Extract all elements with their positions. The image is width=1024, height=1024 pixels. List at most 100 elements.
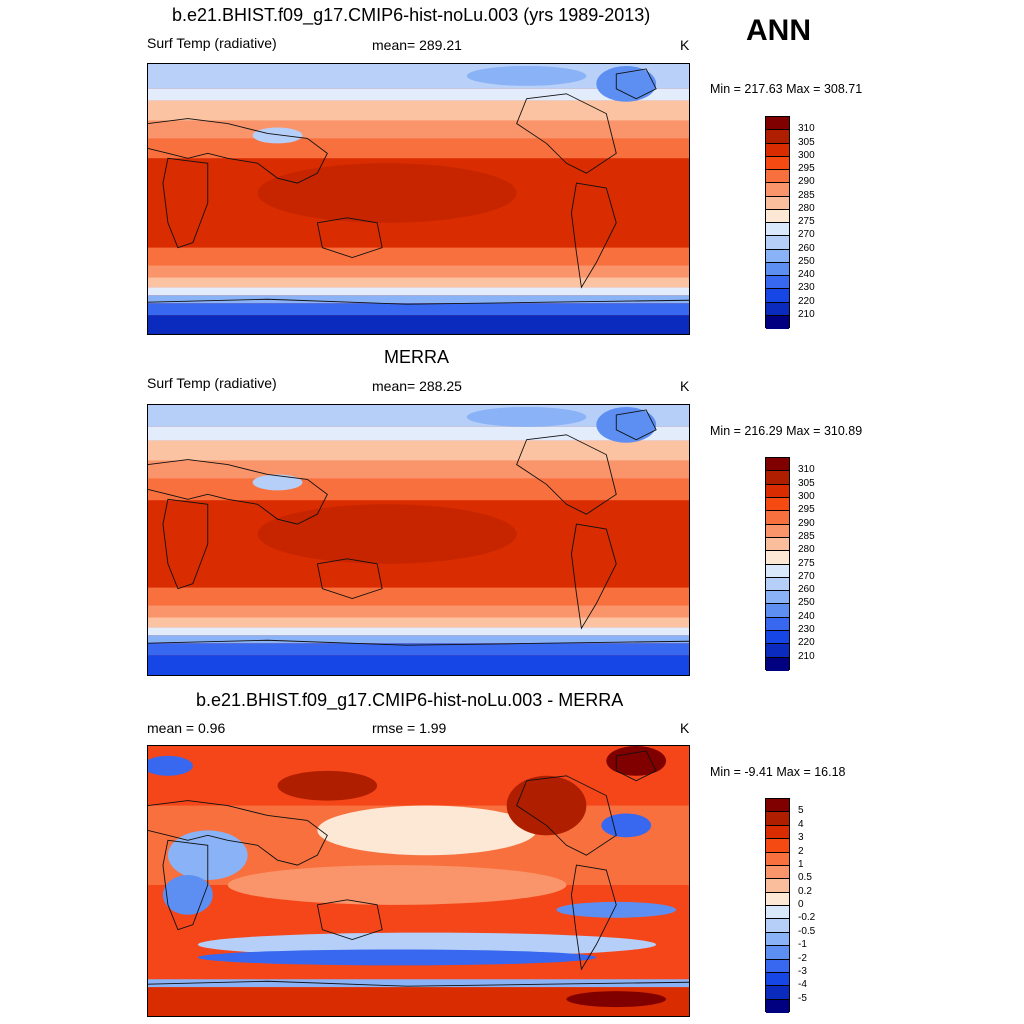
panel-1-swatch-3 — [766, 156, 789, 170]
panel-1-swatch-8 — [766, 223, 789, 237]
panel-1-swatch-14 — [766, 302, 789, 316]
panel-3-colorbar-tick: -2 — [798, 952, 807, 964]
panel-3-rmse-label: rmse = 1.99 — [372, 720, 447, 736]
panel-2-swatch-6 — [766, 537, 789, 552]
panel-1-colorbar-tick: 280 — [798, 202, 815, 214]
panel-1-colorbar-tick: 295 — [798, 163, 815, 174]
panel-3-swatch-2 — [766, 825, 789, 840]
panel-1-title: b.e21.BHIST.f09_g17.CMIP6-hist-noLu.003 … — [172, 5, 651, 25]
panel-3-swatch-10 — [766, 932, 789, 947]
panel-3-swatch-5 — [766, 865, 789, 880]
panel-3-swatch-13 — [766, 972, 789, 987]
panel-2-colorbar-tick: 310 — [798, 464, 815, 476]
panel-3-swatch-7 — [766, 892, 789, 906]
panel-2-swatch-1 — [766, 471, 789, 485]
panel-1-colorbar-tick: 290 — [798, 176, 815, 188]
panel-1-swatch-13 — [766, 289, 789, 303]
panel-2-colorbar-tick: 220 — [798, 637, 815, 649]
panel-2-title: MERRA — [384, 347, 450, 367]
panel-2-swatch-5 — [766, 524, 789, 538]
panel-1-colorbar-tick: 250 — [798, 255, 815, 267]
panel-3-swatch-11 — [766, 946, 789, 960]
panel-1-map-field — [148, 64, 689, 334]
panel-3-swatch-4 — [766, 852, 789, 866]
panel-3-colorbar-tick: 0.5 — [798, 872, 812, 884]
panel-2-swatch-11 — [766, 604, 789, 618]
panel-1-swatch-5 — [766, 183, 789, 197]
panel-3-colorbar-tick: -5 — [798, 992, 807, 1004]
panel-2-swatch-8 — [766, 564, 789, 578]
panel-3-swatch-12 — [766, 959, 789, 973]
panel-2-colorbar-tick: 260 — [798, 584, 815, 596]
panel-2-colorbar-tick: 275 — [798, 557, 815, 569]
panel-3-colorbar-tick: -0.5 — [798, 925, 816, 937]
panel-2-colorbar-tick: 270 — [798, 570, 815, 582]
panel-3-colorbar-tick: 5 — [798, 805, 804, 817]
panel-1-colorbar-tick: 270 — [798, 229, 815, 241]
panel-3-colorbar-tick: 2 — [798, 845, 804, 857]
panel-3-swatch-1 — [766, 812, 789, 826]
panel-1-swatch-4 — [766, 170, 789, 184]
panel-1-colorbar-tick: 310 — [798, 123, 815, 135]
panel-3-title: b.e21.BHIST.f09_g17.CMIP6-hist-noLu.003 … — [196, 690, 624, 710]
panel-2-colorbar-tick: 290 — [798, 517, 815, 529]
panel-2-mean-label: mean= 288.25 — [372, 378, 462, 394]
panel-1-map — [147, 63, 690, 335]
panel-2-colorbar-tick: 250 — [798, 597, 815, 609]
panel-2-swatch-3 — [766, 497, 789, 512]
panel-2-map — [147, 404, 690, 676]
panel-2-units: K — [680, 378, 690, 394]
panel-1-colorbar-tick: 240 — [798, 269, 815, 280]
panel-1-swatch-2 — [766, 143, 789, 157]
panel-1-variable-label: Surf Temp (radiative) — [147, 35, 277, 51]
panel-2-swatch-13 — [766, 631, 789, 645]
panel-2-map-field — [148, 405, 689, 675]
panel-1-swatch-1 — [766, 130, 789, 144]
panel-3-colorbar-tick: -1 — [798, 939, 807, 951]
panel-3-colorbar-tick: 1 — [798, 858, 804, 870]
panel-2-minmax: Min = 216.29 Max = 310.89 — [710, 424, 863, 438]
panel-3-swatch-3 — [766, 839, 789, 853]
panel-3-colorbar-tick: -0.2 — [798, 912, 816, 924]
panel-2-swatch-2 — [766, 484, 789, 498]
panel-3-colorbar-tick: -4 — [798, 979, 807, 991]
panel-1-mean-label: mean= 289.21 — [372, 37, 462, 53]
panel-2-colorbar-tick: 285 — [798, 530, 815, 542]
panel-1-swatch-12 — [766, 276, 789, 290]
panel-3-colorbar-tick: 0.2 — [798, 885, 812, 897]
panel-1-colorbar-tick: 210 — [798, 308, 815, 320]
panel-2-colorbar-tick: 240 — [798, 610, 815, 622]
panel-1-swatch-11 — [766, 262, 789, 276]
panel-1-colorbar-tick: 300 — [798, 149, 815, 161]
panel-1-colorbar-tick: 260 — [798, 242, 815, 254]
panel-3-map-field — [148, 746, 689, 1016]
panel-2-swatch-4 — [766, 511, 789, 525]
panel-1-minmax: Min = 217.63 Max = 308.71 — [710, 82, 863, 96]
panel-1-colorbar-tick: 275 — [798, 216, 815, 227]
panel-3-colorbar — [765, 798, 790, 1013]
panel-1-swatch-10 — [766, 249, 789, 263]
panel-1-colorbar-tick: 285 — [798, 189, 815, 201]
panel-2-colorbar-tick: 230 — [798, 624, 815, 636]
panel-3-swatch-9 — [766, 919, 789, 933]
panel-1-units: K — [680, 37, 690, 53]
panel-2-swatch-14 — [766, 644, 789, 658]
panel-2-swatch-7 — [766, 551, 789, 565]
panel-3-map — [147, 745, 690, 1017]
panel-3-colorbar-tick: 4 — [798, 818, 804, 830]
panel-2-colorbar — [765, 457, 790, 671]
panel-1-swatch-15 — [766, 315, 789, 329]
panel-3-colorbar-tick: 0 — [798, 899, 804, 910]
panel-2-swatch-0 — [766, 458, 789, 472]
panel-3-swatch-14 — [766, 986, 789, 1000]
panel-1-swatch-6 — [766, 196, 789, 210]
panel-3-colorbar-tick: 3 — [798, 832, 804, 844]
panel-1-colorbar-tick: 230 — [798, 282, 815, 294]
panel-3-mean-label: mean = 0.96 — [147, 720, 226, 736]
panel-3-colorbar-tick: -3 — [798, 965, 807, 977]
panel-2-variable-label: Surf Temp (radiative) — [147, 375, 277, 391]
panel-3-swatch-6 — [766, 879, 789, 893]
panel-2-colorbar-tick: 300 — [798, 490, 815, 502]
panel-2-swatch-9 — [766, 577, 789, 592]
panel-2-swatch-12 — [766, 617, 789, 632]
